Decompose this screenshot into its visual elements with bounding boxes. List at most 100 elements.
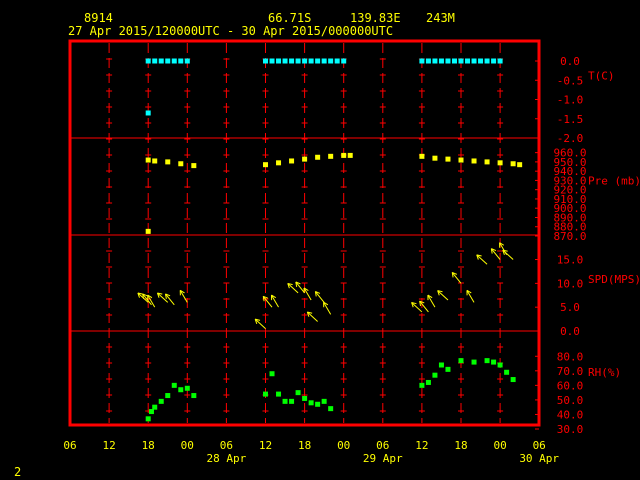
wind-arrow bbox=[303, 287, 312, 301]
y-tick-label: 70.0 bbox=[557, 365, 584, 378]
x-date-label: 30 Apr bbox=[519, 452, 559, 465]
data-point bbox=[419, 382, 425, 388]
wind-arrow bbox=[142, 293, 152, 306]
data-point bbox=[484, 159, 490, 165]
data-point bbox=[302, 156, 308, 162]
data-point bbox=[458, 358, 464, 364]
data-point bbox=[158, 398, 164, 404]
wind-arrow bbox=[295, 281, 305, 294]
data-point bbox=[171, 382, 177, 388]
data-point bbox=[191, 163, 197, 169]
station-lon: 139.83E bbox=[350, 11, 401, 25]
data-point bbox=[171, 58, 177, 64]
x-tick-label: 18 bbox=[142, 439, 155, 452]
data-point bbox=[302, 58, 308, 64]
data-point bbox=[276, 391, 282, 397]
y-tick-label: 890.0 bbox=[553, 211, 586, 224]
data-point bbox=[497, 160, 503, 166]
data-point bbox=[491, 359, 497, 365]
data-point bbox=[165, 159, 171, 165]
x-tick-label: 12 bbox=[102, 439, 115, 452]
x-tick-label: 12 bbox=[415, 439, 428, 452]
station-id: 8914 bbox=[84, 11, 113, 25]
data-point bbox=[458, 157, 464, 163]
wind-arrow bbox=[323, 301, 332, 315]
y-tick-label: 50.0 bbox=[557, 394, 584, 407]
data-point bbox=[451, 58, 457, 64]
data-point bbox=[510, 377, 516, 383]
y-tick-label: -1.0 bbox=[557, 94, 584, 107]
data-point bbox=[517, 162, 523, 168]
station-lat: 66.71S bbox=[268, 11, 312, 25]
data-point bbox=[315, 58, 321, 64]
x-tick-label: 12 bbox=[259, 439, 272, 452]
data-point bbox=[276, 160, 282, 166]
y-tick-label: 10.0 bbox=[557, 277, 584, 290]
data-point bbox=[445, 366, 451, 372]
data-point bbox=[419, 153, 425, 159]
wind-arrow bbox=[427, 294, 436, 308]
panel-ylabel: RH(%) bbox=[588, 366, 621, 379]
x-date-label: 29 Apr bbox=[363, 452, 403, 465]
wind-arrow bbox=[254, 318, 266, 329]
data-point bbox=[419, 58, 425, 64]
data-point bbox=[504, 369, 510, 375]
data-point bbox=[445, 58, 451, 64]
y-tick-label: -0.5 bbox=[557, 74, 584, 87]
data-point bbox=[302, 395, 308, 401]
data-point bbox=[471, 158, 477, 164]
x-tick-label: 06 bbox=[63, 439, 76, 452]
data-point bbox=[184, 385, 190, 391]
x-tick-label: 18 bbox=[454, 439, 467, 452]
y-tick-label: 870.0 bbox=[553, 230, 586, 243]
data-point bbox=[465, 58, 471, 64]
data-point bbox=[276, 58, 282, 64]
wind-arrow bbox=[270, 294, 279, 308]
data-point bbox=[263, 162, 268, 168]
data-point bbox=[321, 398, 327, 404]
x-date-label: 28 Apr bbox=[207, 452, 247, 465]
data-point bbox=[308, 58, 314, 64]
data-point bbox=[295, 390, 301, 396]
y-tick-label: 0.0 bbox=[560, 325, 580, 338]
data-point bbox=[282, 398, 288, 404]
x-tick-label: 00 bbox=[181, 439, 194, 452]
wind-arrow bbox=[451, 271, 462, 284]
data-point bbox=[491, 58, 497, 64]
data-point bbox=[445, 156, 451, 162]
data-point bbox=[263, 391, 268, 397]
data-point bbox=[458, 58, 464, 64]
data-point bbox=[152, 158, 158, 164]
data-point bbox=[471, 58, 477, 64]
station-elev: 243M bbox=[426, 11, 455, 25]
data-point bbox=[145, 228, 151, 234]
y-tick-label: 5.0 bbox=[560, 301, 580, 314]
data-point bbox=[328, 153, 334, 159]
x-tick-label: 06 bbox=[533, 439, 546, 452]
time-range: 27 Apr 2015/120000UTC - 30 Apr 2015/0000… bbox=[68, 24, 394, 38]
data-point bbox=[178, 387, 184, 393]
wind-arrow bbox=[502, 249, 514, 260]
wind-arrow bbox=[490, 248, 501, 260]
data-point bbox=[471, 359, 477, 365]
y-tick-label: 40.0 bbox=[557, 408, 584, 421]
data-point bbox=[148, 409, 154, 415]
data-point bbox=[315, 401, 321, 407]
y-tick-label: 930.0 bbox=[553, 174, 586, 187]
data-point bbox=[315, 154, 321, 160]
wind-arrow bbox=[287, 282, 299, 294]
y-tick-label: -1.5 bbox=[557, 113, 584, 126]
data-point bbox=[152, 404, 158, 410]
data-point bbox=[510, 161, 516, 167]
y-tick-label: 910.0 bbox=[553, 193, 586, 206]
data-point bbox=[347, 152, 353, 158]
data-point bbox=[484, 358, 490, 364]
x-tick-label: 18 bbox=[298, 439, 311, 452]
data-point bbox=[341, 152, 347, 158]
wind-arrow bbox=[437, 290, 449, 301]
wind-arrow bbox=[164, 293, 175, 306]
y-tick-label: 30.0 bbox=[557, 423, 584, 436]
y-tick-label: 900.0 bbox=[553, 202, 586, 215]
data-point bbox=[328, 406, 334, 412]
